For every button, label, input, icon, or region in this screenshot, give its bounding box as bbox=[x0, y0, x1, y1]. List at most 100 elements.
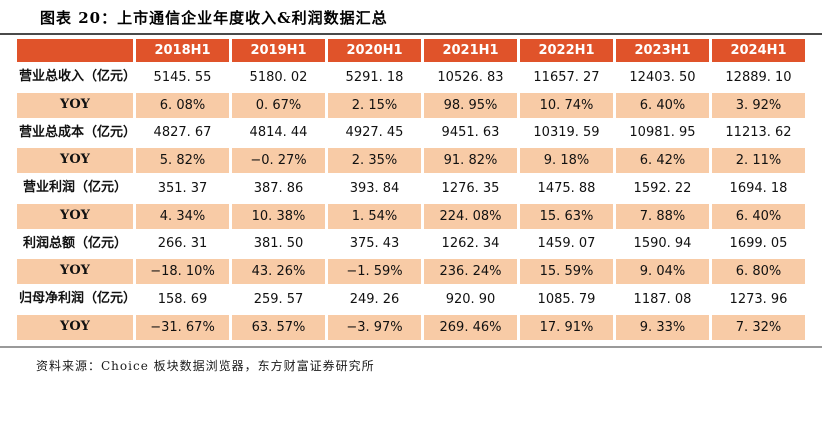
table-cell: 10526. 83 bbox=[424, 65, 517, 90]
metric-row: 营业利润（亿元） 351. 37 387. 86 393. 84 1276. 35 147… bbox=[17, 176, 805, 201]
table-cell: 1699. 05 bbox=[712, 231, 805, 257]
table-cell: 1262. 34 bbox=[424, 231, 517, 257]
table-cell: 351. 37 bbox=[136, 176, 229, 201]
table-cell: 98. 95% bbox=[424, 92, 517, 118]
table-cell: 63. 57% bbox=[232, 314, 325, 340]
metric-row: 营业总成本（亿元） 4827. 67 4814. 44 4927. 45 9451. 6… bbox=[17, 120, 805, 146]
yoy-row: YOY −18. 10% 43. 26% −1. 59% 236. 24% 15. 59%… bbox=[17, 259, 805, 284]
table-cell: 5145. 55 bbox=[136, 65, 229, 90]
table-cell: 1276. 35 bbox=[424, 176, 517, 201]
row-label: 营业总成本（亿元） bbox=[17, 120, 136, 146]
table-cell: 17. 91% bbox=[520, 314, 613, 340]
table-cell: −31. 67% bbox=[136, 314, 229, 340]
table-cell: 1. 54% bbox=[328, 203, 421, 229]
table-cell: 1694. 18 bbox=[712, 176, 805, 201]
column-header: 2018H1 bbox=[136, 39, 229, 62]
table-cell: −1. 59% bbox=[328, 259, 421, 284]
column-header: 2019H1 bbox=[232, 39, 325, 62]
table-cell: 15. 63% bbox=[520, 203, 613, 229]
title-rule bbox=[0, 33, 822, 35]
table-cell: 12889. 10 bbox=[712, 65, 805, 90]
table-cell: 4827. 67 bbox=[136, 120, 229, 146]
row-label: YOY bbox=[17, 148, 133, 173]
table-cell: 236. 24% bbox=[424, 259, 517, 284]
figure-title: 图表 20：上市通信企业年度收入&利润数据汇总 bbox=[40, 9, 388, 27]
yoy-row: YOY −31. 67% 63. 57% −3. 97% 269. 46% 17. 91%… bbox=[17, 314, 805, 340]
table-cell: 1273. 96 bbox=[712, 287, 805, 312]
table-cell: 4. 34% bbox=[136, 203, 229, 229]
table-cell: 10. 74% bbox=[520, 92, 613, 118]
table-cell: 1592. 22 bbox=[616, 176, 709, 201]
table-cell: 10. 38% bbox=[232, 203, 325, 229]
table-cell: 1187. 08 bbox=[616, 287, 709, 312]
table-cell: 10319. 59 bbox=[520, 120, 613, 146]
table-cell: 2. 11% bbox=[712, 148, 805, 173]
row-label: YOY bbox=[17, 314, 133, 340]
table-cell: −0. 27% bbox=[232, 148, 325, 173]
table-cell: 15. 59% bbox=[520, 259, 613, 284]
metric-row: 利润总额（亿元） 266. 31 381. 50 375. 43 1262. 34 145… bbox=[17, 231, 805, 257]
corner-header-cell bbox=[17, 39, 133, 62]
table-cell: 224. 08% bbox=[424, 203, 517, 229]
source-text: 资料来源：Choice 板块数据浏览器，东方财富证券研究所 bbox=[36, 358, 375, 373]
column-header: 2021H1 bbox=[424, 39, 517, 62]
table-cell: 1590. 94 bbox=[616, 231, 709, 257]
table-cell: 0. 67% bbox=[232, 92, 325, 118]
table-cell: 7. 88% bbox=[616, 203, 709, 229]
table-cell: 1459. 07 bbox=[520, 231, 613, 257]
table-cell: 5180. 02 bbox=[232, 65, 325, 90]
table-cell: 11213. 62 bbox=[712, 120, 805, 146]
table-cell: 2. 15% bbox=[328, 92, 421, 118]
table-cell: 158. 69 bbox=[136, 287, 229, 312]
table-cell: 920. 90 bbox=[424, 287, 517, 312]
table-cell: 91. 82% bbox=[424, 148, 517, 173]
row-label: YOY bbox=[17, 203, 133, 229]
table-cell: 269. 46% bbox=[424, 314, 517, 340]
table-cell: 2. 35% bbox=[328, 148, 421, 173]
table-cell: 9. 33% bbox=[616, 314, 709, 340]
row-label: 利润总额（亿元） bbox=[17, 231, 133, 257]
table-cell: 1475. 88 bbox=[520, 176, 613, 201]
table-cell: 381. 50 bbox=[232, 231, 325, 257]
table-cell: 43. 26% bbox=[232, 259, 325, 284]
table-cell: 266. 31 bbox=[136, 231, 229, 257]
table-cell: 6. 80% bbox=[712, 259, 805, 284]
column-header: 2023H1 bbox=[616, 39, 709, 62]
table-cell: 1085. 79 bbox=[520, 287, 613, 312]
row-label: YOY bbox=[17, 259, 133, 284]
table-cell: −3. 97% bbox=[328, 314, 421, 340]
data-table: 2018H1 2019H1 2020H1 2021H1 2022H1 2023H1 2024… bbox=[14, 36, 808, 343]
table-cell: 387. 86 bbox=[232, 176, 325, 201]
column-header: 2024H1 bbox=[712, 39, 805, 62]
table-cell: 6. 40% bbox=[616, 92, 709, 118]
table-cell: 4927. 45 bbox=[328, 120, 421, 146]
table-header-row: 2018H1 2019H1 2020H1 2021H1 2022H1 2023H1 2024… bbox=[17, 39, 805, 62]
table-cell: 7. 32% bbox=[712, 314, 805, 340]
table-cell: 4814. 44 bbox=[232, 120, 325, 146]
metric-row: 营业总收入（亿元） 5145. 55 5180. 02 5291. 18 10526. … bbox=[17, 65, 805, 90]
table-cell: 6. 42% bbox=[616, 148, 709, 173]
row-label: 归母净利润（亿元） bbox=[17, 287, 136, 312]
table-cell: 9451. 63 bbox=[424, 120, 517, 146]
row-label: YOY bbox=[17, 92, 133, 118]
table-cell: 5291. 18 bbox=[328, 65, 421, 90]
table-cell: 12403. 50 bbox=[616, 65, 709, 90]
table-cell: 9. 04% bbox=[616, 259, 709, 284]
yoy-row: YOY 4. 34% 10. 38% 1. 54% 224. 08% 15. 63% 7. … bbox=[17, 203, 805, 229]
table-cell: 9. 18% bbox=[520, 148, 613, 173]
metric-row: 归母净利润（亿元） 158. 69 259. 57 249. 26 920. 90 108… bbox=[17, 287, 805, 312]
table-body: 营业总收入（亿元） 5145. 55 5180. 02 5291. 18 10526. … bbox=[17, 65, 805, 340]
column-header: 2020H1 bbox=[328, 39, 421, 62]
table-cell: 11657. 27 bbox=[520, 65, 613, 90]
table-cell: 10981. 95 bbox=[616, 120, 709, 146]
row-label: 营业总收入（亿元） bbox=[17, 65, 136, 90]
yoy-row: YOY 5. 82% −0. 27% 2. 35% 91. 82% 9. 18% 6. 42… bbox=[17, 148, 805, 173]
row-label: 营业利润（亿元） bbox=[17, 176, 133, 201]
yoy-row: YOY 6. 08% 0. 67% 2. 15% 98. 95% 10. 74% 6. 40… bbox=[17, 92, 805, 118]
table-cell: 375. 43 bbox=[328, 231, 421, 257]
source-rule bbox=[0, 345, 822, 348]
table-cell: 6. 08% bbox=[136, 92, 229, 118]
table-cell: 259. 57 bbox=[232, 287, 325, 312]
column-header: 2022H1 bbox=[520, 39, 613, 62]
